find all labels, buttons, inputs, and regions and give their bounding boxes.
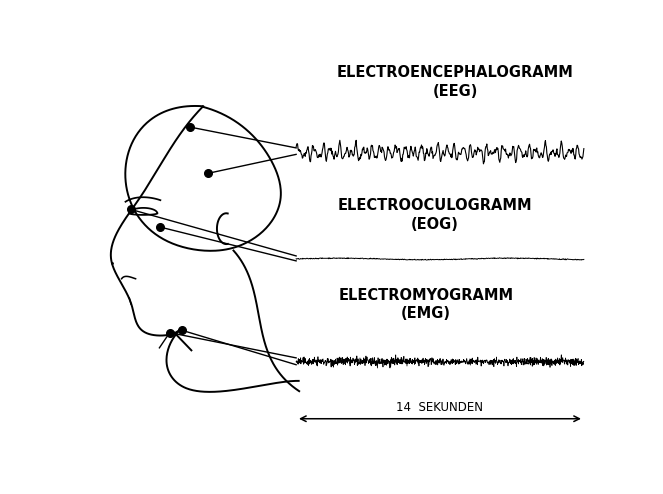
Text: ELECTROOCULOGRAMM
(EOG): ELECTROOCULOGRAMM (EOG) (337, 198, 532, 232)
Text: 14  SEKUNDEN: 14 SEKUNDEN (396, 401, 483, 414)
Text: ELECTROMYOGRAMM
(EMG): ELECTROMYOGRAMM (EMG) (339, 288, 514, 321)
Text: ELECTROENCEPHALOGRAMM
(EEG): ELECTROENCEPHALOGRAMM (EEG) (337, 65, 574, 99)
